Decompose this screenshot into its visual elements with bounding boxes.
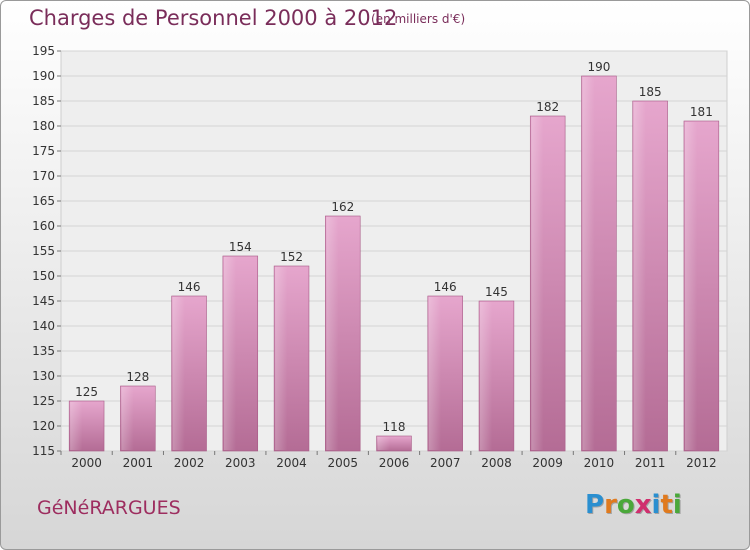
bar-highlight [172, 297, 185, 450]
x-tick-label: 2008 [481, 456, 512, 470]
logo-letter: i [651, 490, 661, 520]
y-tick-label: 115 [32, 444, 55, 458]
bar-value-label: 125 [75, 385, 98, 399]
x-tick-label: 2005 [327, 456, 358, 470]
x-tick-label: 2009 [532, 456, 563, 470]
y-tick-label: 130 [32, 369, 55, 383]
bar-value-label: 145 [485, 285, 508, 299]
commune-name: GéNéRARGUES [37, 497, 181, 519]
y-tick-label: 190 [32, 69, 55, 83]
logo-letter: i [672, 490, 682, 520]
y-tick-label: 125 [32, 394, 55, 408]
x-tick-label: 2003 [225, 456, 256, 470]
y-axis-ticks: 115 120 125 130 135 140 145 150 155 160 165 170 175 1… [32, 44, 61, 458]
logo-letter: P [585, 490, 605, 520]
x-tick-label: 2006 [379, 456, 410, 470]
bar-value-label: 162 [331, 200, 354, 214]
bar-highlight [223, 257, 237, 450]
bar-value-label: 152 [280, 250, 303, 264]
x-tick-label: 2010 [584, 456, 615, 470]
bar-value-label: 146 [434, 280, 457, 294]
y-tick-label: 165 [32, 194, 55, 208]
x-tick-label: 2002 [174, 456, 205, 470]
logo-letter: x [634, 490, 652, 520]
x-tick-label: 2000 [71, 456, 102, 470]
bar-value-label: 128 [126, 370, 149, 384]
y-tick-label: 155 [32, 244, 55, 258]
bar-highlight [428, 297, 442, 450]
x-tick-label: 2011 [635, 456, 666, 470]
y-tick-label: 120 [32, 419, 55, 433]
y-tick-label: 195 [32, 44, 55, 58]
bar-highlight [633, 102, 646, 450]
proxiti-logo: Proxiti [585, 490, 682, 520]
bar-value-label: 182 [536, 100, 559, 114]
bar-highlight [531, 117, 544, 450]
x-tick-label: 2004 [276, 456, 307, 470]
y-tick-label: 160 [32, 219, 55, 233]
bar-highlight [582, 77, 595, 450]
y-tick-label: 135 [32, 344, 55, 358]
bar-highlight [684, 122, 698, 450]
bar-highlight [275, 267, 288, 450]
bar-value-label: 154 [229, 240, 252, 254]
y-tick-label: 185 [32, 94, 55, 108]
logo-letter: o [616, 490, 635, 520]
x-axis-ticks: 2000 2001 2002 2003 2004 2005 2006 2007 2008 2009… [60, 451, 717, 470]
y-tick-label: 150 [32, 269, 55, 283]
x-tick-label: 2012 [686, 456, 717, 470]
y-tick-label: 145 [32, 294, 55, 308]
bar-highlight [121, 387, 134, 450]
y-tick-label: 175 [32, 144, 55, 158]
bar-highlight [326, 217, 339, 450]
bar-highlight [480, 302, 493, 450]
x-tick-label: 2007 [430, 456, 461, 470]
bar-value-label: 146 [178, 280, 201, 294]
chart-title: Charges de Personnel 2000 à 2012 [29, 6, 398, 30]
bar-value-label: 118 [383, 420, 406, 434]
bar-value-label: 181 [690, 105, 713, 119]
chart-subtitle: (en milliers d'€) [371, 12, 466, 26]
bars: 125 128 146 154 152 162 118 146 145 182 190 185 181 [68, 60, 720, 452]
bar-value-label: 190 [587, 60, 610, 74]
y-tick-label: 170 [32, 169, 55, 183]
x-tick-label: 2001 [123, 456, 154, 470]
y-tick-label: 180 [32, 119, 55, 133]
logo-letter: r [604, 490, 617, 520]
y-tick-label: 140 [32, 319, 55, 333]
bar-highlight [377, 437, 390, 450]
bar-highlight [70, 402, 83, 450]
bar-value-label: 185 [639, 85, 662, 99]
logo-letter: t [660, 490, 673, 520]
